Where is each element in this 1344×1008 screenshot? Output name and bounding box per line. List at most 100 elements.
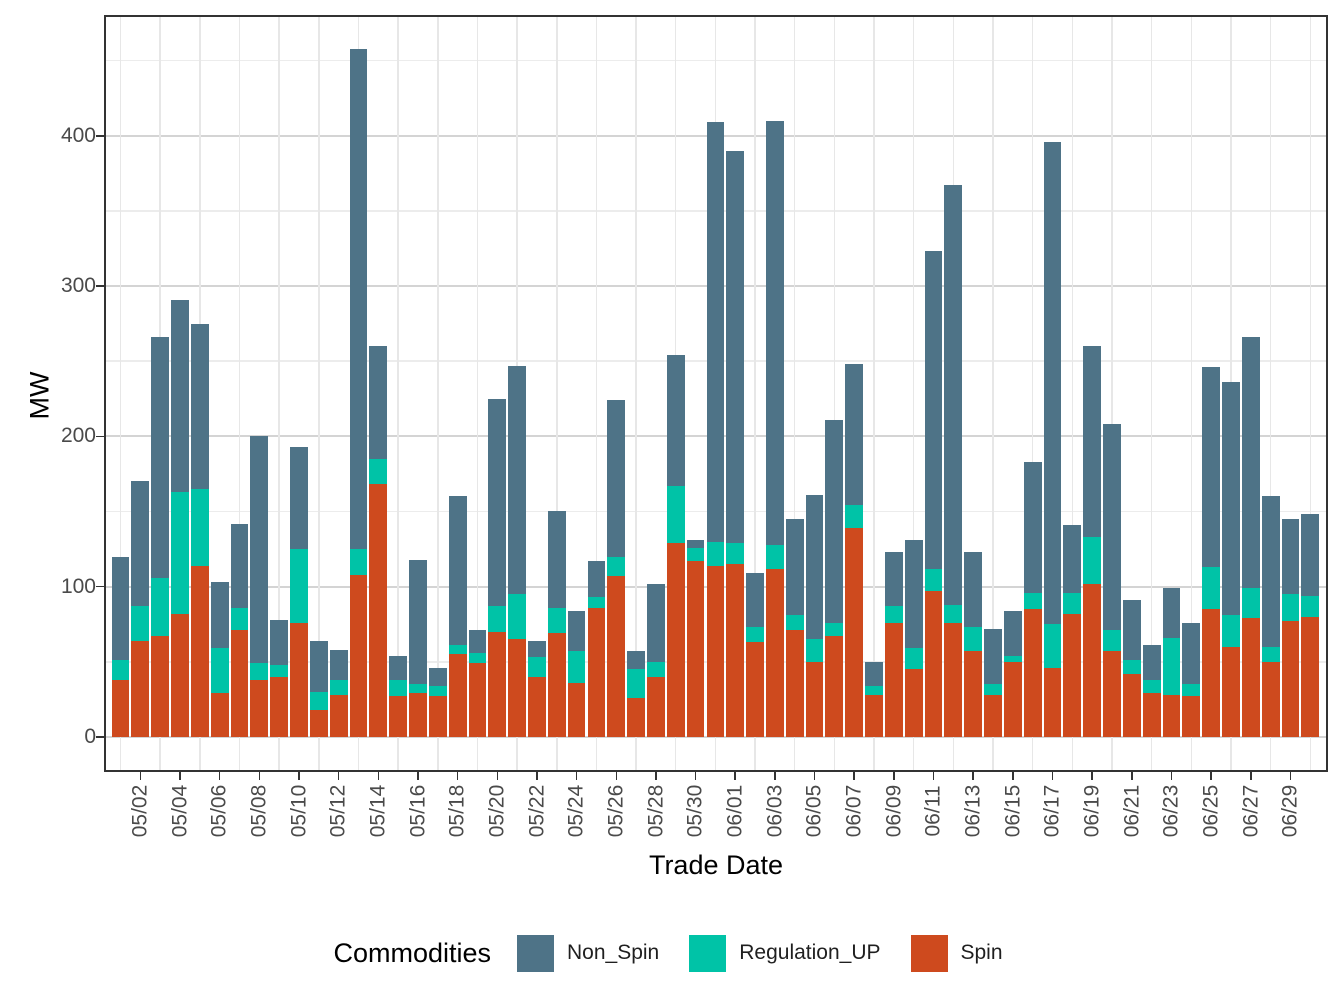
x-tick-label-text: 06/03 [762,784,786,838]
bar-segment-spin [1241,618,1260,737]
bar-segment-non_spin [131,481,150,607]
bar-segment-regulation_up [1103,630,1121,652]
bar-segment-spin [131,640,150,737]
bar-segment-spin [349,574,368,737]
bar-segment-regulation_up [1202,567,1221,610]
bar-segment-regulation_up [547,607,566,634]
bar-segment-non_spin [686,540,705,548]
bar-segment-spin [1301,616,1320,737]
bar-segment-regulation_up [1261,646,1280,662]
x-axis-tick [139,772,142,780]
bar-segment-non_spin [964,552,983,628]
bar-segment-non_spin [230,523,249,608]
y-axis-tick [96,435,104,438]
bar-segment-regulation_up [845,505,864,528]
bar-segment-regulation_up [1162,637,1181,695]
bar-segment-regulation_up [389,679,408,697]
bar-segment-non_spin [825,419,844,623]
y-tick-label: 0 [84,724,96,748]
x-tick-label-text: 06/09 [881,784,905,838]
bar-segment-spin [389,696,408,737]
x-tick-label-text: 05/28 [643,784,667,838]
bar-segment-spin [1222,646,1240,737]
bar-segment-non_spin [389,655,408,680]
bar-segment-regulation_up [190,488,209,566]
bar-segment-spin [547,633,566,737]
bar-segment-regulation_up [488,606,507,632]
legend-label: Spin [960,941,1003,964]
bar-segment-regulation_up [1003,655,1022,662]
bar-segment-spin [111,679,130,737]
x-tick-label-text: 05/30 [683,784,707,838]
bar-segment-regulation_up [904,648,923,670]
bar-segment-spin [1043,667,1062,737]
bar-segment-spin [250,679,269,737]
bar-segment-non_spin [1261,496,1280,647]
bar-segment-spin [468,663,487,737]
bar-segment-non_spin [1142,645,1161,680]
bar-segment-non_spin [547,511,566,608]
x-axis-tick [734,772,736,780]
x-axis-tick [536,772,538,780]
x-axis-tick [1012,772,1014,780]
bar-segment-regulation_up [230,607,249,631]
y-axis-tick [96,285,104,287]
bar-segment-non_spin [270,619,289,665]
x-axis-tick [972,772,974,780]
bar-segment-regulation_up [765,544,784,569]
bar-segment-spin [369,484,388,737]
legend-key-regulation_up: Regulation_UP [689,934,881,972]
bar-segment-non_spin [1003,610,1022,656]
x-tick-label-text: 06/01 [723,784,747,838]
bar-segment-non_spin [587,561,606,598]
bar-segment-regulation_up [409,684,427,694]
bar-segment-spin [190,565,209,737]
bar-segment-spin [785,630,804,737]
bar-segment-spin [329,694,348,737]
bar-segment-spin [607,576,626,737]
legend-label: Regulation_UP [739,941,881,964]
bar-segment-spin [884,622,903,737]
bar-segment-spin [944,622,963,737]
bar-segment-non_spin [765,120,784,545]
bar-segment-non_spin [151,337,170,578]
bar-segment-spin [270,676,289,737]
bar-segment-regulation_up [984,684,1002,695]
bar-segment-regulation_up [349,549,368,575]
bar-segment-non_spin [1301,514,1320,596]
x-tick-label-text: 05/20 [485,784,509,838]
bar-segment-spin [845,528,864,737]
x-tick-label-text: 05/04 [167,784,191,838]
bar-segment-regulation_up [428,685,447,697]
bar-segment-non_spin [746,573,764,628]
y-tick-label: 100 [60,574,96,598]
bar-segment-non_spin [1103,424,1121,631]
x-tick-label-text: 06/29 [1278,784,1302,838]
bar-segment-spin [984,694,1002,737]
x-tick-label-text: 05/12 [326,784,350,838]
bar-segment-regulation_up [964,627,983,652]
bar-segment-spin [409,693,427,737]
x-tick-label-text: 05/14 [366,784,390,838]
x-tick-label-text: 05/10 [286,784,310,838]
x-axis-title: Trade Date [648,850,784,880]
bar-segment-non_spin [349,48,368,550]
y-tick-label: 300 [60,274,96,298]
bar-segment-non_spin [1063,525,1082,593]
bar-segment-non_spin [785,518,804,616]
bar-segment-spin [865,694,883,737]
bar-segment-spin [1122,673,1141,737]
x-tick-label-text: 05/26 [604,784,628,838]
x-tick-label-text: 05/06 [207,784,231,838]
bar-segment-spin [1182,696,1201,737]
gridline-minor-y [104,59,1328,62]
bar-segment-regulation_up [111,660,130,680]
bar-segment-regulation_up [131,606,150,641]
x-tick-label-text: 06/17 [1040,784,1064,838]
x-axis-tick [1051,772,1054,780]
bar-segment-regulation_up [825,622,844,637]
bar-segment-regulation_up [448,645,467,655]
x-tick-label-text: 05/08 [247,784,271,838]
bar-segment-non_spin [627,651,645,670]
bar-segment-regulation_up [171,491,189,614]
